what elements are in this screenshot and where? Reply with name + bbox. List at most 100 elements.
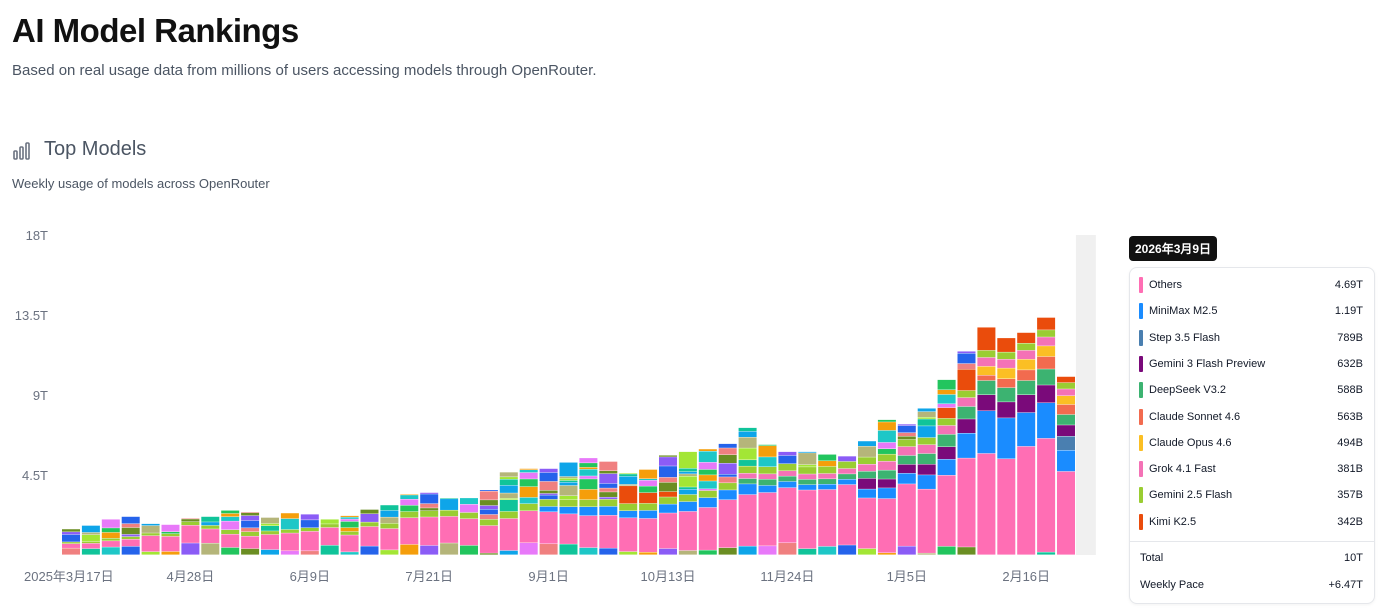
bar-segment-other-model[interactable] — [599, 461, 618, 471]
bar-segment-claude-sonnet-4-6[interactable] — [997, 379, 1016, 388]
bar-segment-other-model[interactable] — [599, 470, 618, 474]
bar-segment-other-model[interactable] — [400, 495, 419, 500]
bar-segment-other-model[interactable] — [559, 495, 578, 500]
bar-segment-other-model[interactable] — [897, 424, 916, 426]
bar-segment-other-model[interactable] — [897, 436, 916, 440]
bar-stack[interactable] — [559, 462, 578, 555]
bar-stack[interactable] — [121, 516, 140, 555]
bar-segment-gemini-2-5-flash[interactable] — [499, 511, 518, 519]
bar-segment-other-model[interactable] — [101, 532, 120, 539]
bar-segment-other-model[interactable] — [917, 417, 936, 419]
bar-segment-other-model[interactable] — [81, 525, 100, 533]
bar-segment-other-model[interactable] — [241, 512, 260, 513]
bar-segment-minimax-m2-5[interactable] — [738, 484, 757, 495]
bar-segment-other-model[interactable] — [718, 474, 737, 477]
bar-segment-other-model[interactable] — [221, 547, 240, 555]
bar-segment-grok-4-1-fast[interactable] — [838, 468, 857, 474]
bar-segment-other-model[interactable] — [400, 544, 419, 555]
bar-segment-others[interactable] — [400, 517, 419, 545]
bar-segment-other-model[interactable] — [758, 457, 777, 467]
bar-segment-other-model[interactable] — [619, 476, 638, 485]
bar-segment-other-model[interactable] — [460, 498, 478, 505]
bar-segment-other-model[interactable] — [579, 489, 598, 500]
bar-segment-others[interactable] — [738, 494, 757, 546]
bar-segment-other-model[interactable] — [519, 486, 538, 498]
bar-segment-minimax-m2-5[interactable] — [997, 418, 1016, 459]
bar-segment-other-model[interactable] — [798, 548, 817, 555]
bar-segment-kimi-k2-5[interactable] — [997, 338, 1016, 352]
bar-stack[interactable] — [917, 408, 936, 555]
bar-stack[interactable] — [778, 451, 797, 555]
bar-segment-other-model[interactable] — [599, 483, 618, 488]
bar-stack[interactable] — [698, 449, 717, 555]
bar-segment-other-model[interactable] — [320, 545, 339, 555]
bar-segment-gemini-2-5-flash[interactable] — [479, 519, 498, 526]
bar-stack[interactable] — [1057, 376, 1075, 555]
bar-segment-gemini-2-5-flash[interactable] — [221, 529, 240, 534]
bar-segment-other-model[interactable] — [539, 472, 558, 482]
bar-segment-deepseek-v3-2[interactable] — [877, 470, 896, 479]
bar-segment-other-model[interactable] — [678, 474, 697, 476]
bar-segment-minimax-m2-5[interactable] — [659, 504, 677, 513]
bar-segment-others[interactable] — [758, 492, 777, 546]
bar-segment-other-model[interactable] — [519, 472, 538, 479]
bar-segment-gemini-2-5-flash[interactable] — [877, 454, 896, 462]
bar-segment-other-model[interactable] — [499, 477, 518, 480]
bar-segment-other-model[interactable] — [659, 466, 677, 478]
bar-segment-other-model[interactable] — [101, 528, 120, 533]
bar-stack[interactable] — [937, 379, 956, 555]
bar-segment-other-model[interactable] — [957, 353, 976, 364]
bar-segment-minimax-m2-5[interactable] — [599, 506, 618, 516]
bar-stack[interactable] — [818, 454, 837, 555]
bar-segment-other-model[interactable] — [261, 517, 279, 524]
bar-segment-other-model[interactable] — [221, 510, 240, 514]
bar-segment-other-model[interactable] — [619, 473, 638, 474]
bar-segment-deepseek-v3-2[interactable] — [818, 479, 837, 484]
bar-segment-gemini-2-5-flash[interactable] — [758, 466, 777, 474]
bar-segment-others[interactable] — [659, 513, 677, 549]
bar-segment-other-model[interactable] — [201, 516, 220, 522]
bar-segment-other-model[interactable] — [897, 425, 916, 433]
bar-segment-gemini-2-5-flash[interactable] — [957, 390, 976, 398]
bar-segment-other-model[interactable] — [877, 553, 896, 555]
bar-segment-other-model[interactable] — [818, 546, 837, 555]
bar-segment-others[interactable] — [858, 498, 876, 549]
bar-segment-others[interactable] — [639, 518, 658, 553]
bar-segment-others[interactable] — [62, 543, 80, 548]
bar-segment-grok-4-1-fast[interactable] — [778, 471, 797, 476]
bar-segment-kimi-k2-5[interactable] — [1017, 332, 1036, 344]
bar-segment-others[interactable] — [499, 518, 518, 551]
bar-segment-other-model[interactable] — [320, 519, 339, 524]
bar-segment-gemini-3-flash-preview[interactable] — [997, 402, 1016, 418]
bar-segment-other-model[interactable] — [241, 520, 260, 528]
bar-segment-other-model[interactable] — [877, 449, 896, 454]
bar-segment-others[interactable] — [539, 512, 558, 544]
bar-segment-minimax-m2-5[interactable] — [539, 506, 558, 512]
bar-segment-other-model[interactable] — [659, 548, 677, 555]
bar-segment-kimi-k2-5[interactable] — [639, 492, 658, 504]
bar-segment-other-model[interactable] — [639, 486, 658, 493]
bar-segment-other-model[interactable] — [539, 544, 558, 555]
bar-segment-others[interactable] — [181, 525, 200, 543]
bar-segment-other-model[interactable] — [599, 473, 618, 484]
bar-segment-other-model[interactable] — [698, 451, 717, 463]
bar-stack[interactable] — [678, 451, 697, 555]
bar-segment-other-model[interactable] — [838, 545, 857, 555]
bar-segment-minimax-m2-5[interactable] — [698, 497, 717, 508]
bar-segment-others[interactable] — [838, 484, 857, 545]
bar-segment-other-model[interactable] — [718, 448, 737, 455]
bar-segment-other-model[interactable] — [340, 515, 359, 517]
bar-segment-others[interactable] — [698, 507, 717, 550]
bar-segment-gemini-2-5-flash[interactable] — [798, 467, 817, 474]
bar-segment-other-model[interactable] — [479, 514, 498, 520]
bar-segment-other-model[interactable] — [798, 464, 817, 467]
bar-segment-other-model[interactable] — [241, 548, 260, 555]
bar-segment-other-model[interactable] — [280, 513, 299, 519]
bar-segment-other-model[interactable] — [579, 479, 598, 490]
bar-segment-gemini-2-5-flash[interactable] — [380, 523, 399, 529]
bar-segment-grok-4-1-fast[interactable] — [957, 397, 976, 407]
bar-segment-other-model[interactable] — [559, 462, 578, 477]
bar-segment-gemini-2-5-flash[interactable] — [579, 499, 598, 507]
bar-segment-other-model[interactable] — [420, 508, 439, 511]
bar-segment-other-model[interactable] — [718, 454, 737, 464]
